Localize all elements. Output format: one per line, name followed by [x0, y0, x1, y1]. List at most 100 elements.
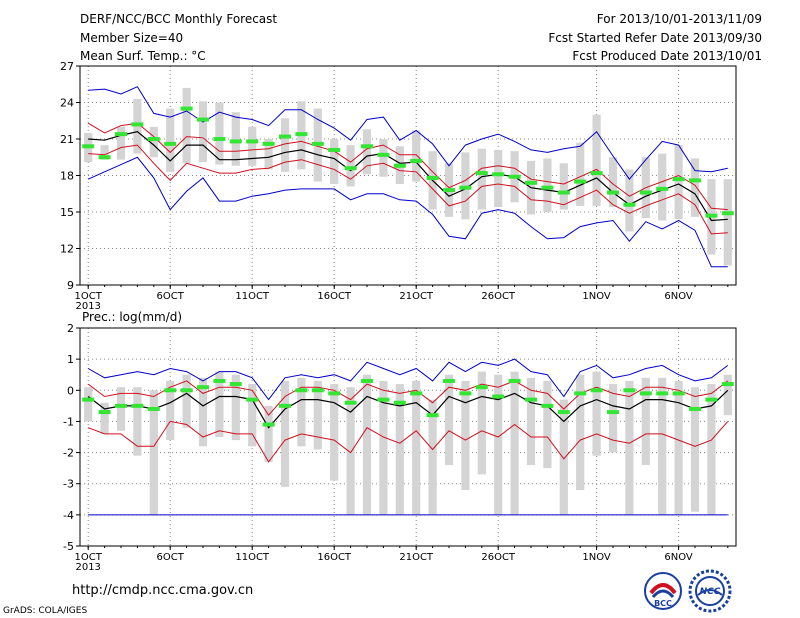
panel2-xtick-label: 6NOV	[664, 552, 693, 563]
panel1-obs-mark	[361, 144, 373, 149]
panel1-range-box	[330, 139, 339, 185]
panel2-range-box	[346, 387, 355, 515]
panel1-obs-mark	[377, 152, 390, 157]
panel2-range-box	[658, 377, 667, 515]
panel1-obs-mark	[344, 166, 357, 171]
panel2-obs-mark	[131, 403, 144, 408]
panel2-obs-mark	[508, 378, 521, 383]
panel1-obs-mark	[672, 177, 685, 182]
panel1-year-label: 2013	[75, 301, 100, 312]
panel2-obs-mark	[475, 385, 488, 390]
panel1-xtick-label: 1NOV	[582, 291, 611, 302]
panel1-range-box	[166, 108, 175, 172]
panel1-ytick-label: 21	[60, 133, 74, 146]
panel1-range-box	[412, 130, 421, 182]
grads-credit: GrADS: COLA/IGES	[3, 606, 88, 616]
website-url[interactable]: http://cmdp.ncc.cma.gov.cn	[72, 583, 254, 598]
panel2-range-box	[543, 380, 552, 469]
panel2-range-box	[625, 380, 634, 515]
panel2-xtick-label: 1NOV	[582, 552, 611, 563]
panel1-range-box	[494, 149, 503, 208]
panel2-range-box	[526, 377, 536, 466]
panel2-range-box	[461, 380, 470, 490]
panel1-obs-mark	[246, 139, 259, 144]
panel2-xtick-label: 26OCT	[481, 552, 516, 563]
chart-title: DERF/NCC/BCC Monthly Forecast	[80, 12, 278, 26]
panel1-range-box	[182, 87, 191, 164]
panel1-obs-mark	[115, 132, 127, 137]
panel2-range-box	[477, 371, 486, 475]
panel2-range-box	[215, 371, 224, 437]
panel1-ytick-label: 12	[60, 243, 74, 256]
panel1-range-box	[100, 145, 109, 160]
panel2-ytick-label: 1	[67, 353, 74, 366]
panel2-obs-mark	[147, 406, 160, 411]
panel2-ytick-label: -4	[63, 509, 74, 522]
panel1-obs-mark	[590, 171, 603, 176]
panel2-obs-mark	[393, 400, 406, 405]
panel2-xtick-label: 21OCT	[399, 552, 434, 563]
panel1-obs-mark	[147, 137, 160, 141]
panel2-xtick-label: 11OCT	[235, 552, 270, 563]
panel1-obs-mark	[164, 141, 177, 146]
panel2-range-box	[264, 405, 273, 462]
panel2-obs-mark	[279, 403, 291, 408]
panel2-range-box	[608, 384, 618, 453]
panel2-range-box	[116, 387, 126, 431]
panel1-range-box	[576, 142, 585, 206]
panel2-range-box	[592, 371, 601, 456]
panel2-frame	[79, 327, 737, 547]
panel2-obs-mark	[82, 397, 95, 402]
member-size: Member Size=40	[80, 31, 184, 45]
panel2-lower-sd-line	[88, 420, 729, 463]
panel2-mean-line	[87, 389, 729, 429]
panel1-xtick-label: 6NOV	[664, 291, 693, 302]
panel1-obs-mark	[721, 211, 734, 216]
panel2-range-box	[248, 384, 257, 447]
panel2-obs-mark	[607, 410, 619, 415]
panel2-obs-mark	[590, 388, 603, 393]
panel1-obs-mark	[525, 180, 537, 185]
panel1-xtick-label: 16OCT	[317, 291, 352, 302]
forecast-period: For 2013/10/01-2013/11/09	[596, 12, 762, 26]
panel1-obs-mark	[639, 190, 652, 195]
panel1-ytick-label: 18	[60, 170, 74, 183]
panel2-range-box	[707, 384, 716, 515]
panel2-range-box	[510, 371, 519, 515]
panel2-ytick-label: -2	[63, 447, 74, 460]
panel1-range-box	[280, 118, 290, 172]
panel1-max-line	[88, 86, 728, 181]
panel2-range-box	[674, 380, 683, 515]
panel2-obs-mark	[689, 406, 701, 411]
panel2-xtick-label: 6OCT	[157, 552, 185, 563]
panel2-obs-mark	[197, 385, 209, 390]
panel1-ytick-label: 24	[60, 97, 74, 110]
panel1-range-box	[379, 139, 388, 177]
panel2-obs-mark	[656, 391, 669, 396]
panel1-range-box	[674, 145, 683, 220]
panel1-obs-mark	[705, 213, 718, 218]
ncc-logo-text: NCC	[700, 587, 721, 597]
panel1-obs-mark	[98, 155, 111, 160]
panel1-obs-mark	[262, 141, 275, 146]
panel1-obs-mark	[213, 137, 226, 141]
panel2-ytick-label: -3	[63, 478, 74, 491]
panel1-range-box	[592, 114, 601, 206]
panel2-range-box	[100, 402, 109, 434]
panel1-obs-mark	[180, 106, 193, 111]
panel2-obs-mark	[541, 403, 554, 408]
panel2-year-label: 2013	[75, 562, 100, 573]
panel2-obs-mark	[492, 394, 505, 399]
variable-label: Mean Surf. Temp.: °C	[80, 49, 206, 63]
panel1-range-box	[215, 102, 224, 165]
panel2-range-box	[297, 377, 306, 447]
panel2-obs-mark	[180, 388, 193, 393]
panel2-range-box	[84, 387, 93, 422]
panel2-range-box	[494, 374, 503, 515]
panel2-xtick-label: 1OCT	[75, 552, 103, 563]
panel2-obs-mark	[328, 391, 341, 396]
panel1-obs-mark	[459, 185, 472, 190]
panel2-range-box	[149, 390, 158, 515]
panel2-range-box	[166, 380, 175, 441]
panel2-obs-mark	[361, 378, 373, 383]
